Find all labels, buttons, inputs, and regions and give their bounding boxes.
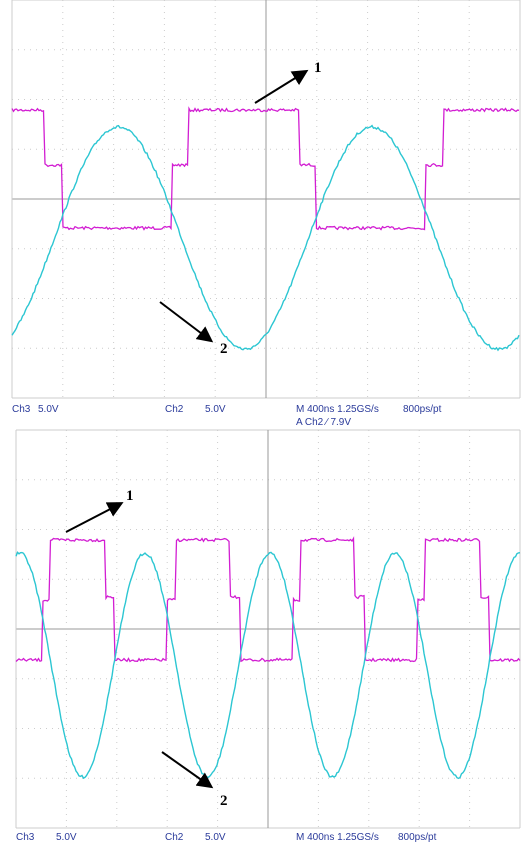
arrow-label: 1 bbox=[314, 60, 322, 76]
arrow-label: 2 bbox=[220, 793, 228, 809]
arrow bbox=[161, 751, 214, 789]
timebase: M 400ns 1.25GS/s bbox=[296, 832, 379, 843]
ch3-label: Ch3 bbox=[12, 404, 31, 415]
ch2-scale: 5.0V bbox=[205, 832, 226, 843]
arrow bbox=[65, 502, 124, 533]
ch2-label: Ch2 bbox=[165, 832, 184, 843]
arrow bbox=[159, 301, 214, 343]
arrow bbox=[254, 69, 309, 104]
channel-2-trace bbox=[15, 551, 521, 780]
arrow-label: 2 bbox=[220, 341, 228, 357]
ch2-label: Ch2 bbox=[165, 404, 184, 415]
ch3-scale: 5.0V bbox=[56, 832, 77, 843]
trigger: A Ch2 ∕ 7.9V bbox=[296, 417, 351, 428]
sample: 800ps/pt bbox=[403, 404, 442, 415]
sample: 800ps/pt bbox=[398, 832, 437, 843]
ch3-label: Ch3 bbox=[16, 832, 35, 843]
channel-3-trace bbox=[15, 536, 521, 663]
arrow-label: 1 bbox=[126, 488, 134, 504]
channel-2-trace bbox=[11, 124, 520, 352]
timebase: M 400ns 1.25GS/s bbox=[296, 404, 379, 415]
ch3-scale: 5.0V bbox=[38, 404, 59, 415]
ch2-scale: 5.0V bbox=[205, 404, 226, 415]
channel-3-trace bbox=[11, 106, 520, 231]
